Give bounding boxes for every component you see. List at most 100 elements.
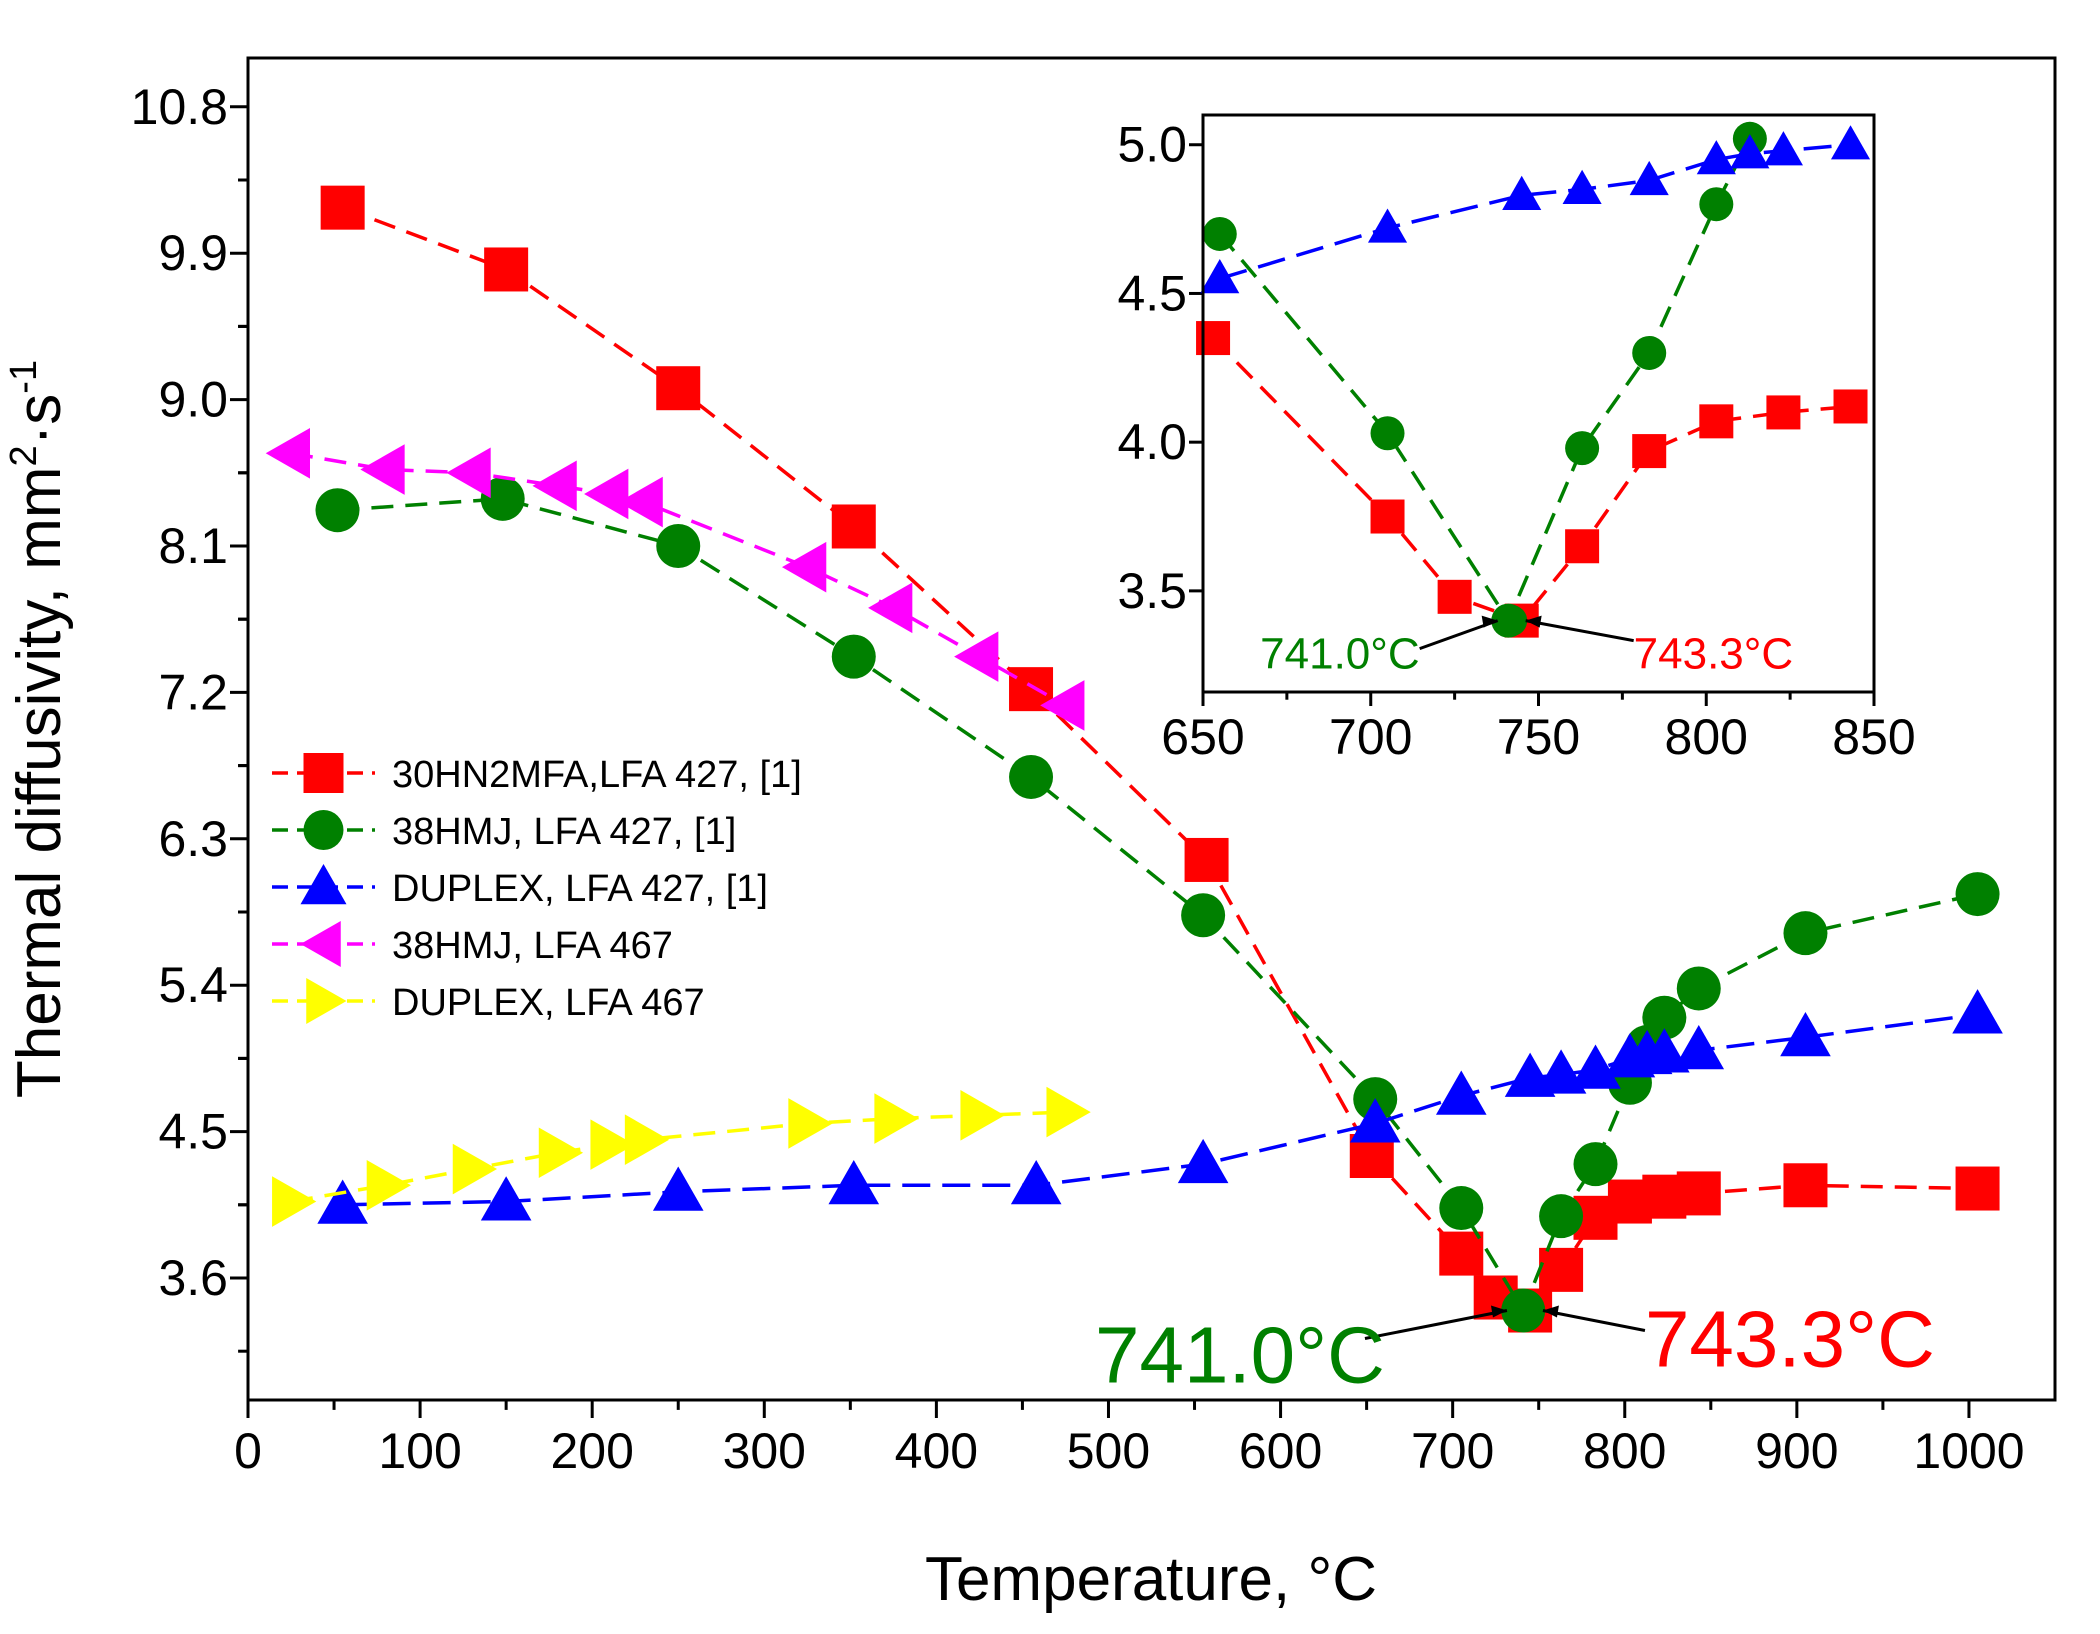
inset-ticks: 650 700 750 800 850 3.5 4.0 4.5 5.0 <box>1117 117 1915 765</box>
legend: 30HN2MFA,LFA 427, [1] 38HMJ, LFA 427, [1]… <box>272 753 802 1024</box>
main-y-tick-label: 8.1 <box>158 518 228 574</box>
main-data-point <box>1539 1194 1584 1239</box>
main-data-point <box>788 1098 833 1149</box>
y-axis-title-sup2: -1 <box>3 360 45 394</box>
inset-series-30hn2mfa-lfa-427-1 <box>1196 321 1868 638</box>
inset-data-point <box>1763 131 1803 166</box>
main-y-tick-label: 9.0 <box>158 372 228 428</box>
main-annotation-red: 743.3°C <box>1542 1295 1935 1384</box>
main-data-point <box>1046 1086 1091 1138</box>
inset-annotation-label: 743.3°C <box>1634 630 1793 679</box>
inset-data-point <box>1502 175 1542 210</box>
main-data-point <box>366 1159 411 1211</box>
main-series-duplex-lfa-427-1 <box>317 989 2003 1224</box>
main-data-point <box>960 1090 1005 1141</box>
main-series-38hmj-lfa-467 <box>265 427 1085 731</box>
main-data-point <box>618 476 663 528</box>
main-series <box>265 185 2003 1333</box>
main-data-point <box>1184 837 1229 882</box>
main-y-tick-label: 9.9 <box>158 225 228 281</box>
main-y-tick-label: 7.2 <box>158 664 228 720</box>
inset-x-tick-label: 750 <box>1497 709 1580 765</box>
legend-label: DUPLEX, LFA 427, [1] <box>392 868 768 910</box>
main-data-point <box>1539 1247 1584 1292</box>
inset-data-point <box>1565 529 1600 564</box>
legend-item-30hn2mfa-lfa-427-1: 30HN2MFA,LFA 427, [1] <box>272 753 802 796</box>
inset-data-point <box>1202 216 1237 251</box>
main-data-point <box>868 582 913 634</box>
inset-data-point <box>1766 395 1801 430</box>
main-data-point <box>1780 1011 1831 1057</box>
main-data-point <box>1009 754 1054 799</box>
inset-data-point <box>1200 259 1240 294</box>
main-data-point <box>538 1127 584 1179</box>
main-data-point <box>652 1166 704 1211</box>
inset-data-point <box>1370 416 1405 451</box>
inset-data-point <box>1370 499 1405 534</box>
inset-plot-frame <box>1201 113 1876 694</box>
inset-y-tick-label: 3.5 <box>1117 563 1187 619</box>
main-data-point <box>1955 872 2000 917</box>
main-data-point <box>831 634 876 679</box>
inset-data-point <box>1562 169 1602 205</box>
main-data-point <box>656 524 701 568</box>
inset-chart: 650 700 750 800 850 3.5 4.0 4.5 5.0 741.0°C 743.3… <box>1117 113 1916 765</box>
inset-data-point <box>1699 404 1734 439</box>
main-series-line <box>290 451 1067 707</box>
main-data-point <box>360 444 405 495</box>
inset-data-point <box>1730 134 1770 169</box>
main-data-point <box>782 541 827 593</box>
main-data-point <box>1783 1163 1828 1208</box>
inset-annotation-red: 743.3°C <box>1525 615 1793 679</box>
legend-label: 38HMJ, LFA 467 <box>392 925 673 967</box>
inset-data-point <box>1833 389 1868 424</box>
inset-data-point <box>1565 431 1600 466</box>
main-data-point <box>1955 1166 2000 1211</box>
legend-marker <box>300 921 341 967</box>
main-annotation-green: 741.0°C <box>1095 1305 1508 1400</box>
legend-item-duplex-lfa-467: DUPLEX, LFA 467 <box>272 978 705 1024</box>
main-data-point <box>1435 1070 1487 1115</box>
legend-label: DUPLEX, LFA 467 <box>392 982 705 1024</box>
main-y-tick-label: 4.5 <box>158 1104 228 1160</box>
main-data-point <box>452 1143 498 1195</box>
main-y-tick-label: 10.8 <box>131 79 228 135</box>
main-annotation-arrowhead <box>1542 1305 1559 1318</box>
inset-y-tick-label: 4.0 <box>1117 414 1187 470</box>
main-x-tick-label: 200 <box>550 1423 633 1479</box>
legend-marker <box>306 978 347 1024</box>
main-data-point <box>874 1093 919 1144</box>
main-x-tick-label: 300 <box>723 1423 806 1479</box>
main-data-point <box>1639 1028 1690 1073</box>
y-axis-title-sup1: 2 <box>3 445 45 466</box>
main-x-tick-label: 0 <box>234 1423 262 1479</box>
inset-annotation-arrowhead <box>1481 615 1498 628</box>
inset-y-tick-label: 5.0 <box>1117 117 1187 173</box>
inset-data-point <box>1830 125 1871 160</box>
main-data-point <box>320 185 365 230</box>
inset-series-duplex-lfa-427-1 <box>1200 125 1871 294</box>
inset-data-point <box>1632 335 1667 370</box>
main-data-point <box>1570 1044 1621 1089</box>
main-plot-frame <box>246 56 2057 1402</box>
inset-data-point <box>1696 140 1736 175</box>
legend-label: 30HN2MFA,LFA 427, [1] <box>392 754 802 796</box>
main-x-tick-label: 600 <box>1239 1423 1322 1479</box>
inset-y-tick-label: 4.5 <box>1117 265 1187 321</box>
inset-x-tick-label: 700 <box>1329 709 1412 765</box>
main-data-point <box>954 631 999 682</box>
main-data-point <box>532 460 577 512</box>
main-data-point <box>1349 1098 1401 1143</box>
main-data-point <box>1181 893 1226 938</box>
main-data-point <box>1952 989 2003 1034</box>
y-axis-title-main: Thermal diffusivity, mm <box>5 466 74 1098</box>
main-data-point <box>446 447 491 499</box>
main-x-tick-label: 1000 <box>1913 1423 2024 1479</box>
x-axis-title: Temperature, °C <box>925 1545 1377 1614</box>
inset-x-tick-label: 800 <box>1665 709 1748 765</box>
main-annotation-label: 743.3°C <box>1645 1295 1935 1384</box>
main-data-point <box>1642 995 1687 1040</box>
main-data-point <box>480 476 525 521</box>
main-data-point <box>1676 1171 1721 1216</box>
inset-x-tick-label: 850 <box>1832 709 1915 765</box>
